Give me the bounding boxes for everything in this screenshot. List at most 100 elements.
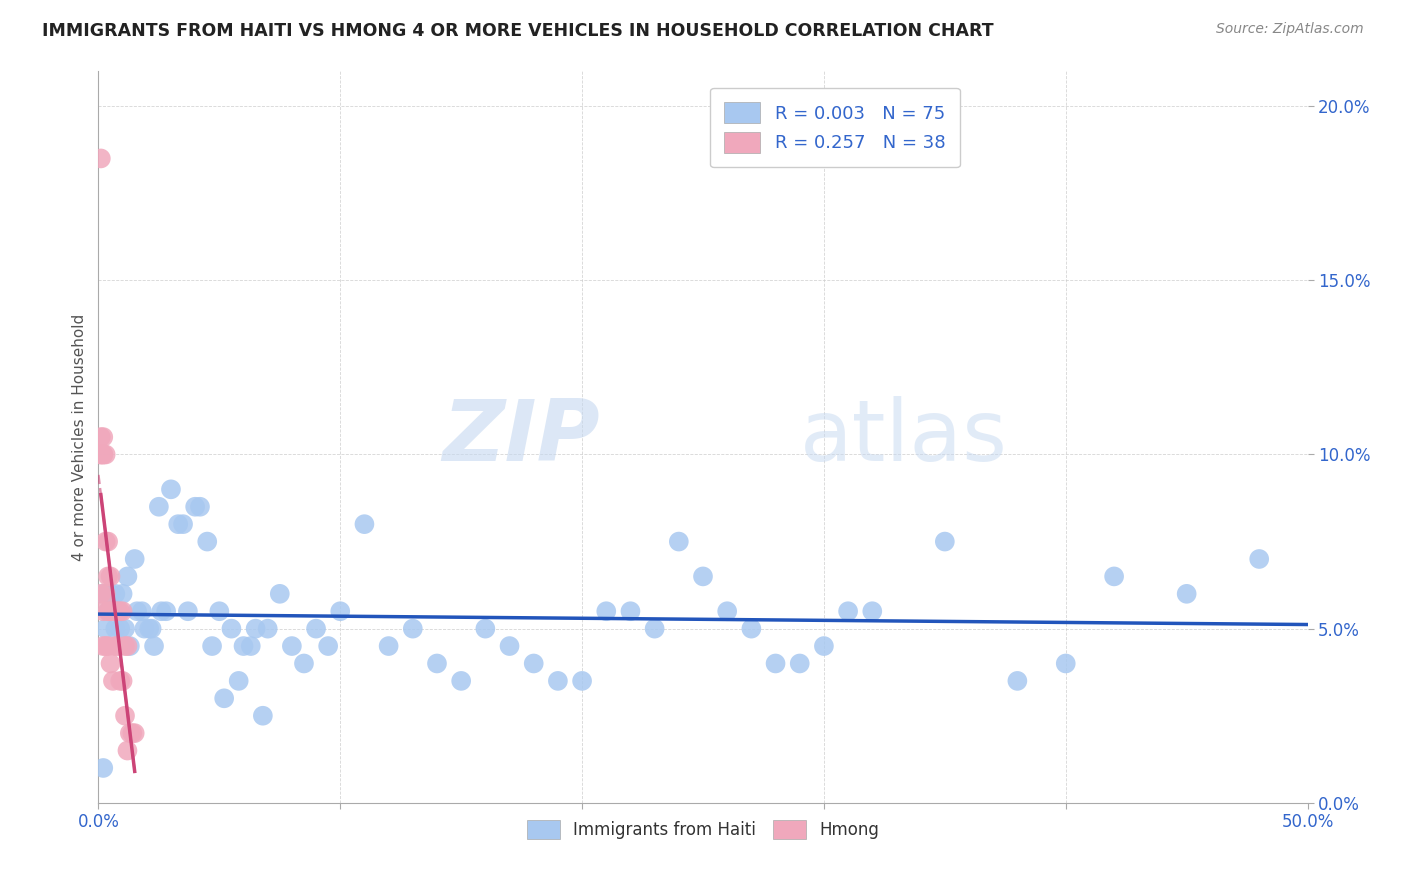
Point [1102, 569, 1125, 583]
Point [571, 673, 593, 688]
Point [195, 534, 218, 549]
Point [619, 604, 641, 618]
Point [160, 483, 183, 497]
Point [127, 604, 149, 618]
Point [1175, 587, 1198, 601]
Point [107, 604, 129, 618]
Point [114, 708, 136, 723]
Point [239, 639, 262, 653]
Point [91, 761, 114, 775]
Point [765, 657, 787, 671]
Point [97, 604, 120, 618]
Point [97, 639, 120, 653]
Point [155, 604, 177, 618]
Text: atlas: atlas [800, 395, 1008, 479]
Point [1054, 657, 1077, 671]
Point [100, 587, 122, 601]
Point [329, 604, 352, 618]
Point [111, 673, 134, 688]
Point [138, 622, 160, 636]
Point [1007, 673, 1029, 688]
Point [91, 448, 114, 462]
Point [134, 622, 156, 636]
Y-axis label: 4 or more Vehicles in Household: 4 or more Vehicles in Household [72, 313, 87, 561]
Point [101, 604, 124, 618]
Point [124, 726, 146, 740]
Point [1249, 552, 1271, 566]
Point [860, 604, 883, 618]
Point [232, 639, 254, 653]
Point [208, 604, 231, 618]
Point [131, 604, 153, 618]
Legend: Immigrants from Haiti, Hmong: Immigrants from Haiti, Hmong [520, 814, 886, 846]
Point [107, 604, 129, 618]
Point [117, 743, 139, 757]
Point [104, 622, 127, 636]
Point [100, 657, 122, 671]
Point [172, 517, 194, 532]
Point [101, 673, 124, 688]
Point [111, 604, 134, 618]
Point [90, 430, 112, 444]
Point [353, 517, 375, 532]
Point [114, 622, 136, 636]
Point [117, 639, 139, 653]
Point [523, 657, 546, 671]
Point [595, 604, 617, 618]
Text: Source: ZipAtlas.com: Source: ZipAtlas.com [1216, 22, 1364, 37]
Point [94, 448, 117, 462]
Point [91, 587, 114, 601]
Point [117, 569, 139, 583]
Point [934, 534, 956, 549]
Point [91, 639, 114, 653]
Point [221, 622, 243, 636]
Point [114, 639, 136, 653]
Point [104, 587, 127, 601]
Point [104, 604, 127, 618]
Point [402, 622, 425, 636]
Point [118, 726, 141, 740]
Point [188, 500, 211, 514]
Point [124, 552, 146, 566]
Point [740, 622, 762, 636]
Point [716, 604, 738, 618]
Point [474, 622, 496, 636]
Point [450, 673, 472, 688]
Point [94, 622, 117, 636]
Point [121, 726, 143, 740]
Point [426, 657, 449, 671]
Point [94, 534, 117, 549]
Point [269, 587, 291, 601]
Point [148, 500, 170, 514]
Point [111, 587, 134, 601]
Point [377, 639, 399, 653]
Point [90, 587, 112, 601]
Point [212, 691, 235, 706]
Point [94, 587, 117, 601]
Point [108, 604, 131, 618]
Point [94, 639, 117, 653]
Point [245, 622, 267, 636]
Point [668, 534, 690, 549]
Point [90, 448, 112, 462]
Point [91, 604, 114, 618]
Point [292, 657, 315, 671]
Point [104, 639, 127, 653]
Point [100, 604, 122, 618]
Point [201, 639, 224, 653]
Point [167, 517, 190, 532]
Point [150, 604, 173, 618]
Point [547, 673, 569, 688]
Point [97, 534, 120, 549]
Point [141, 622, 163, 636]
Point [118, 639, 141, 653]
Point [256, 622, 278, 636]
Point [644, 622, 666, 636]
Point [108, 622, 131, 636]
Text: IMMIGRANTS FROM HAITI VS HMONG 4 OR MORE VEHICLES IN HOUSEHOLD CORRELATION CHART: IMMIGRANTS FROM HAITI VS HMONG 4 OR MORE… [42, 22, 994, 40]
Point [837, 604, 859, 618]
Point [91, 430, 114, 444]
Point [228, 673, 250, 688]
Point [177, 604, 200, 618]
Point [789, 657, 811, 671]
